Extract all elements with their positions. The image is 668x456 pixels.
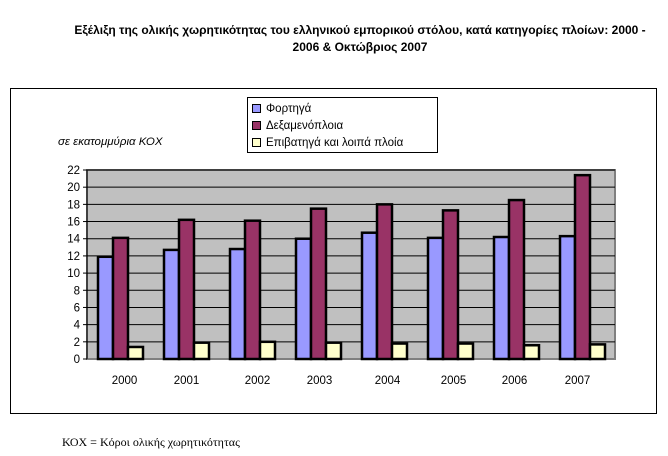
x-tick-label: 2005	[441, 375, 467, 387]
bar-Επιβατηγά και λοιπά πλοία	[192, 341, 211, 361]
y-tick-label: 22	[67, 165, 80, 177]
bar-Φορτηγά	[426, 236, 445, 361]
y-tick-label: 12	[67, 251, 80, 263]
y-tick-label: 2	[74, 337, 80, 349]
y-tick-label: 14	[67, 234, 80, 246]
bar-Δεξαμενόπλοια	[573, 173, 592, 361]
footnote: ΚΟΧ = Κόροι ολικής χωρητικότητας	[62, 435, 240, 449]
bar-Επιβατηγά και λοιπά πλοία	[324, 341, 343, 361]
y-tick-label: 16	[67, 217, 80, 229]
legend-label: Επιβατηγά και λοιπά πλοία	[266, 136, 404, 149]
legend-swatch	[252, 138, 261, 147]
y-tick-label: 20	[67, 182, 80, 194]
legend: Φορτηγά Δεξαμενόπλοια Επιβατηγά και λοιπ…	[247, 97, 438, 153]
x-tick-label: 2003	[307, 375, 333, 387]
bar-Φορτηγά	[360, 231, 379, 361]
y-tick-label: 8	[74, 285, 80, 297]
bar-Δεξαμενόπλοια	[507, 198, 526, 361]
y-tick-label: 10	[67, 268, 80, 280]
x-tick-label: 2007	[565, 375, 591, 387]
y-tick-label: 18	[67, 199, 80, 211]
bar-Επιβατηγά και λοιπά πλοία	[258, 340, 277, 361]
y-axis-label: σε εκατομμύρια ΚΟΧ	[58, 136, 163, 148]
legend-swatch	[252, 121, 261, 130]
y-tick-label: 0	[74, 354, 80, 366]
bar-Φορτηγά	[162, 248, 181, 361]
y-tick-label: 4	[74, 320, 81, 332]
bar-Επιβατηγά και λοιπά πλοία	[390, 342, 409, 361]
chart-title: Εξέλιξη της ολικής χωρητικότητας του ελλ…	[74, 23, 646, 54]
bar-Δεξαμενόπλοια	[177, 218, 196, 361]
bar-Δεξαμενόπλοια	[111, 236, 130, 361]
legend-label: Δεξαμενόπλοια	[266, 119, 344, 132]
bar-Δεξαμενόπλοια	[441, 209, 460, 361]
bar-Φορτηγά	[492, 235, 511, 361]
chart-frame	[10, 88, 657, 414]
legend-item: Επιβατηγά και λοιπά πλοία	[252, 134, 433, 151]
x-tick-label: 2004	[375, 375, 401, 387]
x-tick-label: 2006	[502, 375, 528, 387]
legend-label: Φορτηγά	[266, 102, 312, 115]
bar-Δεξαμενόπλοια	[309, 207, 328, 361]
bar-Δεξαμενόπλοια	[375, 203, 394, 361]
legend-swatch	[252, 104, 261, 113]
bar-Φορτηγά	[294, 237, 313, 361]
legend-item: Δεξαμενόπλοια	[252, 117, 433, 134]
bar-Επιβατηγά και λοιπά πλοία	[126, 345, 145, 361]
legend-item: Φορτηγά	[252, 100, 433, 117]
bar-Επιβατηγά και λοιπά πλοία	[588, 343, 607, 361]
bar-Φορτηγά	[96, 255, 115, 361]
bar-Φορτηγά	[558, 234, 577, 361]
x-tick-label: 2000	[112, 375, 138, 387]
bar-Επιβατηγά και λοιπά πλοία	[522, 344, 541, 361]
y-tick-label: 6	[74, 302, 80, 314]
bar-Επιβατηγά και λοιπά πλοία	[456, 342, 475, 361]
x-tick-label: 2001	[174, 375, 200, 387]
x-tick-label: 2002	[245, 375, 271, 387]
bar-Δεξαμενόπλοια	[243, 219, 262, 361]
bar-Φορτηγά	[228, 247, 247, 361]
